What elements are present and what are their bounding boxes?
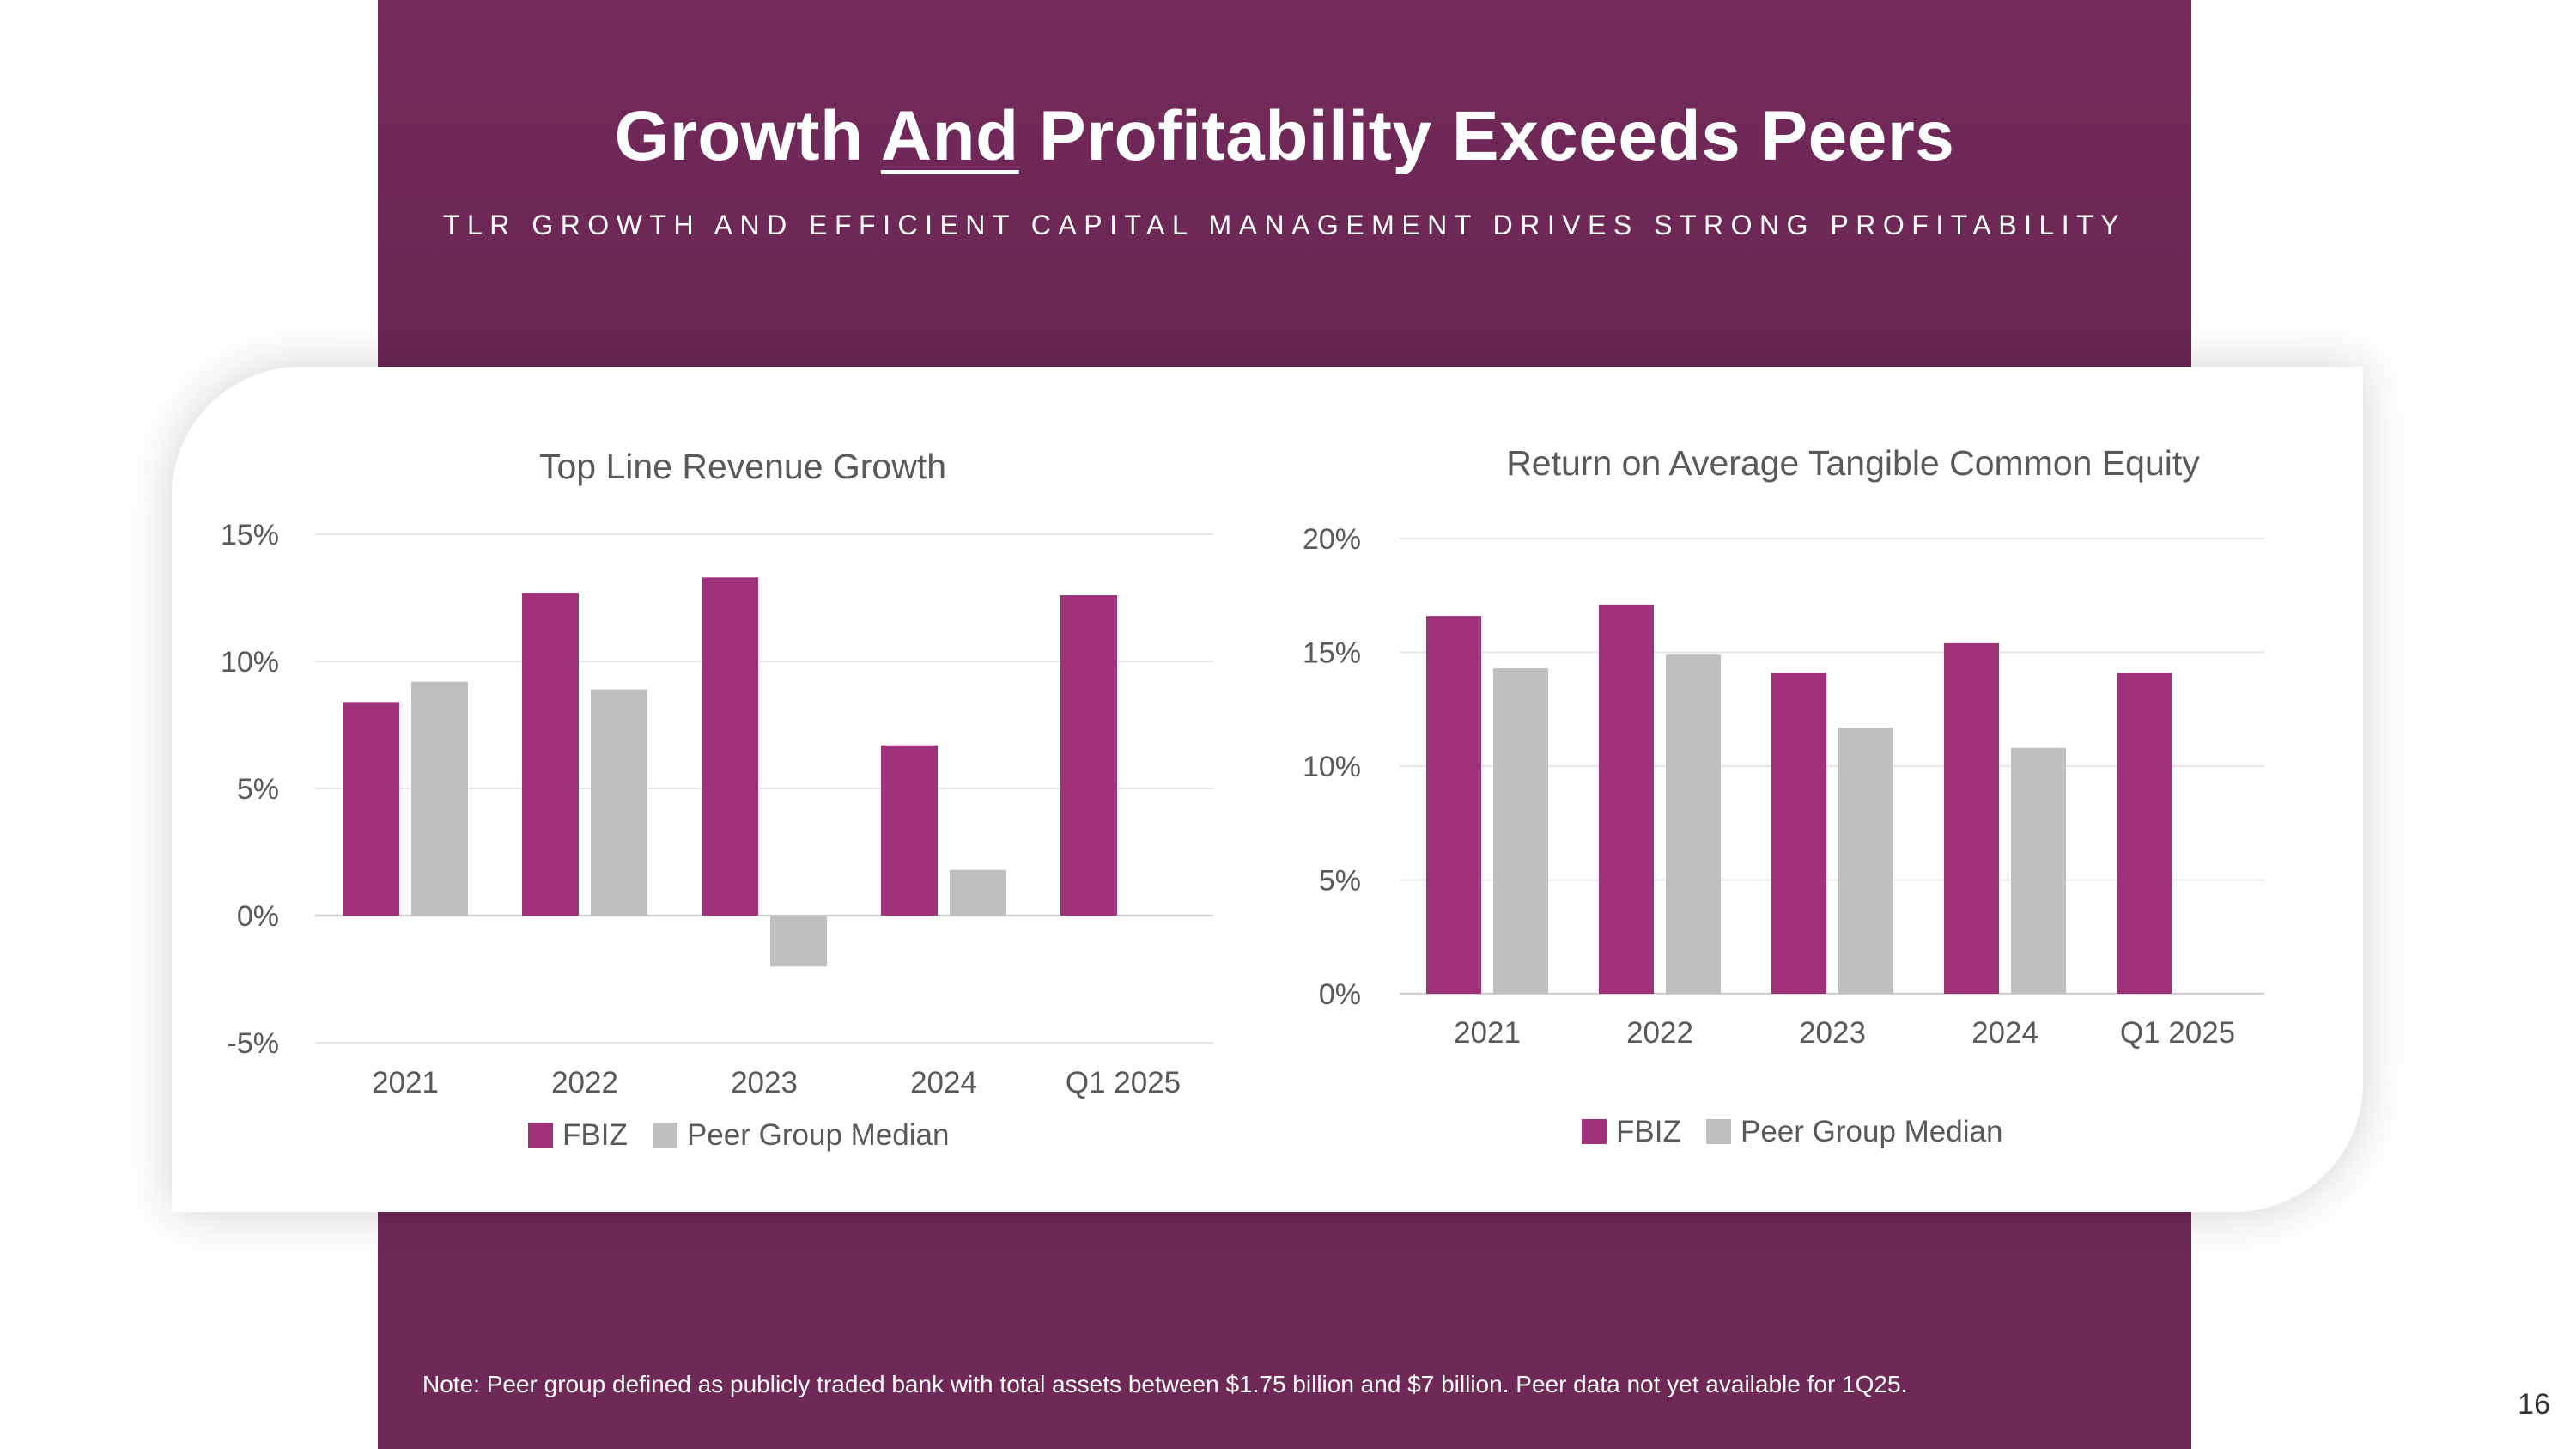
legend-label-peer: Peer Group Median	[687, 1118, 949, 1152]
fbiz-bar-2022	[1599, 604, 1654, 994]
y-tick-label: 0%	[1319, 978, 1361, 1011]
title-part-3: Profitability Exceeds Peers	[1039, 97, 1955, 175]
x-tick-label: Q1 2025	[1066, 1066, 1181, 1099]
peer-bar-2021	[1493, 668, 1548, 994]
y-tick-label: 15%	[1303, 637, 1361, 670]
chart-title: Return on Average Tangible Common Equity	[1506, 443, 2200, 483]
fbiz-bar-2023	[702, 577, 758, 916]
legend-label-fbiz: FBIZ	[1616, 1115, 1681, 1148]
x-tick-label: 2023	[731, 1066, 798, 1099]
title-part-2-underlined: And	[880, 97, 1019, 175]
fbiz-bar-2021	[343, 702, 399, 916]
y-tick-label: -5%	[228, 1027, 279, 1060]
fbiz-bar-q1-2025	[2117, 673, 2172, 994]
peer-bar-2022	[1666, 654, 1721, 994]
y-tick-label: 5%	[1319, 865, 1361, 898]
return-on-equity-chart: Return on Average Tangible Common Equity…	[1303, 443, 2264, 1148]
x-tick-label: 2021	[372, 1066, 439, 1099]
y-tick-label: 5%	[237, 773, 279, 806]
y-tick-label: 10%	[1303, 751, 1361, 783]
page-subtitle: TLR GROWTH AND EFFICIENT CAPITAL MANAGEM…	[442, 210, 2127, 240]
y-tick-label: 15%	[221, 519, 279, 551]
legend-swatch-peer	[653, 1123, 677, 1148]
charts-card: Top Line Revenue Growth -5% 0% 5% 10% 15% 2021…	[172, 367, 2363, 1212]
legend-swatch-peer	[1706, 1119, 1731, 1144]
x-tick-label: Q1 2025	[2120, 1016, 2235, 1050]
legend-label-peer: Peer Group Median	[1741, 1115, 2002, 1148]
x-tick-label: 2021	[1454, 1016, 1521, 1050]
title-part-1: Growth	[614, 97, 864, 175]
y-tick-label: 0%	[237, 900, 279, 933]
fbiz-bar-2024	[1944, 642, 1999, 994]
x-tick-label: 2024	[1971, 1016, 2038, 1050]
fbiz-bar-2024	[881, 745, 938, 916]
footnote: Note: Peer group defined as publicly tra…	[422, 1371, 1908, 1397]
x-tick-label: 2024	[910, 1066, 977, 1099]
x-tick-label: 2022	[1626, 1016, 1693, 1050]
header-band-shade	[378, 0, 2191, 369]
fbiz-bar-2022	[522, 593, 579, 916]
y-tick-label: 10%	[221, 646, 279, 679]
peer-bar-2021	[411, 681, 468, 916]
legend-swatch-fbiz	[528, 1123, 553, 1148]
y-tick-label: 20%	[1303, 523, 1361, 556]
page-number: 16	[2518, 1388, 2550, 1421]
revenue-growth-chart: Top Line Revenue Growth -5% 0% 5% 10% 15% 2021…	[221, 447, 1213, 1152]
peer-bar-2022	[591, 689, 647, 916]
peer-bar-2023	[770, 916, 827, 967]
fbiz-bar-q1-2025	[1060, 595, 1117, 916]
x-tick-label: 2023	[1799, 1016, 1866, 1050]
chart-title: Top Line Revenue Growth	[539, 447, 946, 486]
peer-bar-2024	[950, 869, 1006, 916]
page-title: Growth And Profitability Exceeds Peers	[378, 96, 2191, 177]
x-tick-label: 2022	[551, 1066, 618, 1099]
legend-swatch-fbiz	[1582, 1119, 1607, 1144]
peer-bar-2023	[1838, 727, 1893, 994]
legend-label-fbiz: FBIZ	[562, 1118, 628, 1152]
peer-bar-2024	[2011, 747, 2066, 994]
fbiz-bar-2023	[1771, 673, 1826, 994]
fbiz-bar-2021	[1426, 616, 1481, 994]
